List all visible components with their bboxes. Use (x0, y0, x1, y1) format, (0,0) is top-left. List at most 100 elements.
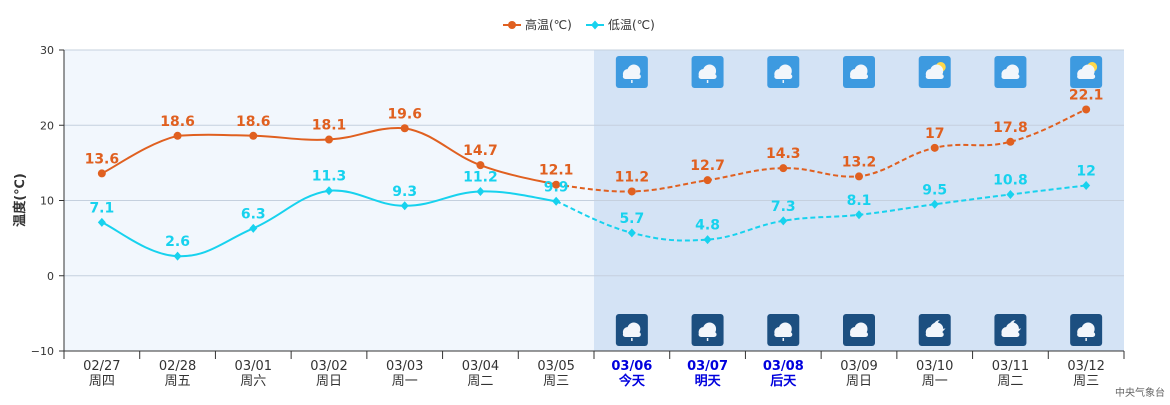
low-temp-data-label: 7.3 (771, 199, 796, 215)
low-temp-point (1006, 189, 1015, 199)
x-tick-label-day: 周三 (1073, 374, 1099, 389)
x-tick-label-date: 03/09 (840, 359, 877, 374)
high-temp-point (97, 169, 106, 178)
high-temp-data-label: 22.1 (1069, 87, 1104, 103)
low-temp-data-label: 10.8 (993, 172, 1028, 188)
low-temp-data-label: 12 (1076, 163, 1095, 179)
x-tick-label-date: 02/28 (159, 359, 196, 374)
legend[interactable]: 高温(℃) 低温(℃) (503, 17, 655, 32)
cloud-base (1001, 74, 1020, 79)
low-temp-point (476, 186, 485, 196)
x-tick-label-date: 03/11 (992, 359, 1029, 374)
cloud-base (925, 332, 944, 337)
high-temp-data-label: 13.2 (842, 154, 877, 170)
x-tick-label-date: 03/03 (386, 359, 423, 374)
y-tick-label: 20 (40, 119, 54, 132)
x-tick-label-date: 03/01 (235, 359, 272, 374)
high-temp-point (930, 143, 939, 152)
cloud-base (1077, 74, 1096, 79)
high-temp-point (1006, 137, 1015, 146)
high-temp-point (173, 131, 182, 140)
x-tick-label-day: 今天 (618, 373, 646, 389)
legend-item-label[interactable]: 高温(℃) (525, 17, 572, 32)
cloud-base (774, 74, 793, 79)
low-temp-point (97, 217, 106, 227)
low-temp-data-label: 2.6 (165, 234, 190, 250)
high-temp-point (855, 172, 863, 181)
source-label: 中央气象台 (1115, 386, 1165, 399)
rain-cloud-icon (615, 56, 648, 88)
moon-cloud-icon (994, 314, 1027, 346)
x-tick-label-date: 03/10 (916, 359, 953, 374)
cloud-base (622, 74, 641, 79)
high-temp-data-label: 18.6 (160, 114, 195, 130)
cloud-base (925, 74, 944, 79)
cloud-base (850, 332, 868, 337)
high-temp-point (627, 187, 636, 196)
low-temp-data-label: 6.3 (241, 206, 266, 222)
high-temp-data-label: 14.3 (766, 146, 801, 162)
x-tick-label-day: 周二 (467, 374, 493, 389)
cloud-base (774, 332, 793, 337)
cloud-icon (843, 314, 875, 346)
data-labels: 13.6 18.6 18.6 18.1 19.6 14.7 12.1 11.2 12.7 14.3… (85, 87, 1104, 250)
weather-icons (615, 56, 1103, 346)
series-line-forecast (556, 108, 1087, 193)
y-tick-label: 0 (47, 270, 54, 283)
x-tick-label-date: 03/12 (1067, 359, 1104, 374)
low-temp-data-label: 4.8 (695, 218, 720, 234)
x-tick-label-date: 03/04 (462, 359, 499, 374)
low-temp-point (703, 235, 712, 245)
partly-sunny-icon (1070, 56, 1103, 88)
high-temp-data-label: 14.7 (463, 143, 498, 159)
x-tick-label-date: 03/06 (611, 359, 652, 374)
low-temp-point (779, 216, 788, 226)
high-temp-data-label: 13.6 (85, 151, 120, 167)
x-tick-label-date: 03/05 (537, 359, 574, 374)
moon-cloud-icon (918, 314, 951, 346)
x-tick-label-day: 周六 (240, 374, 266, 389)
x-tick-label-day: 周一 (922, 374, 948, 389)
cloud-base (1077, 332, 1096, 337)
x-tick-label-date: 02/27 (83, 359, 120, 374)
legend-marker (508, 21, 516, 29)
low-temp-data-label: 7.1 (89, 200, 114, 216)
y-tick-label: 30 (40, 44, 54, 57)
low-temp-data-label: 8.1 (847, 193, 872, 209)
rain-cloud-icon (691, 56, 724, 88)
high-temp-data-label: 12.7 (690, 158, 725, 174)
series-lines (97, 105, 1091, 261)
partly-sunny-icon (918, 56, 951, 88)
cloud-icon (843, 56, 875, 88)
low-temp-data-label: 5.7 (619, 211, 644, 227)
cloud-icon (994, 56, 1027, 88)
x-tick-label-day: 周一 (392, 374, 418, 389)
x-tick-label-day: 周四 (89, 374, 115, 389)
cloud-base (622, 332, 641, 337)
low-temp-point (627, 228, 636, 238)
rain-cloud-icon (1070, 314, 1103, 346)
rain-cloud-icon (767, 56, 800, 88)
high-temp-data-label: 18.1 (312, 118, 347, 134)
cloud-base (698, 332, 717, 337)
cloud-base (1001, 332, 1020, 337)
high-temp-data-label: 19.6 (387, 106, 422, 122)
cloud-base (698, 74, 717, 79)
low-temp-point (249, 223, 258, 233)
low-temp-point (552, 196, 561, 206)
high-temp-data-label: 17.8 (993, 120, 1028, 136)
low-temp-point (325, 186, 333, 196)
low-temp-point (855, 210, 863, 220)
legend-item-label[interactable]: 低温(℃) (608, 18, 655, 32)
y-axis-label: 温度(℃) (12, 173, 28, 227)
high-temp-data-label: 11.2 (615, 169, 650, 185)
rain-cloud-icon (691, 314, 724, 346)
high-temp-point (703, 176, 712, 185)
x-tick-label-day: 周五 (165, 374, 191, 389)
low-temp-point (400, 201, 409, 211)
low-temp-data-label: 9.9 (544, 179, 569, 195)
high-temp-point (325, 135, 333, 144)
high-temp-point (400, 124, 409, 133)
low-temp-point (173, 251, 182, 261)
